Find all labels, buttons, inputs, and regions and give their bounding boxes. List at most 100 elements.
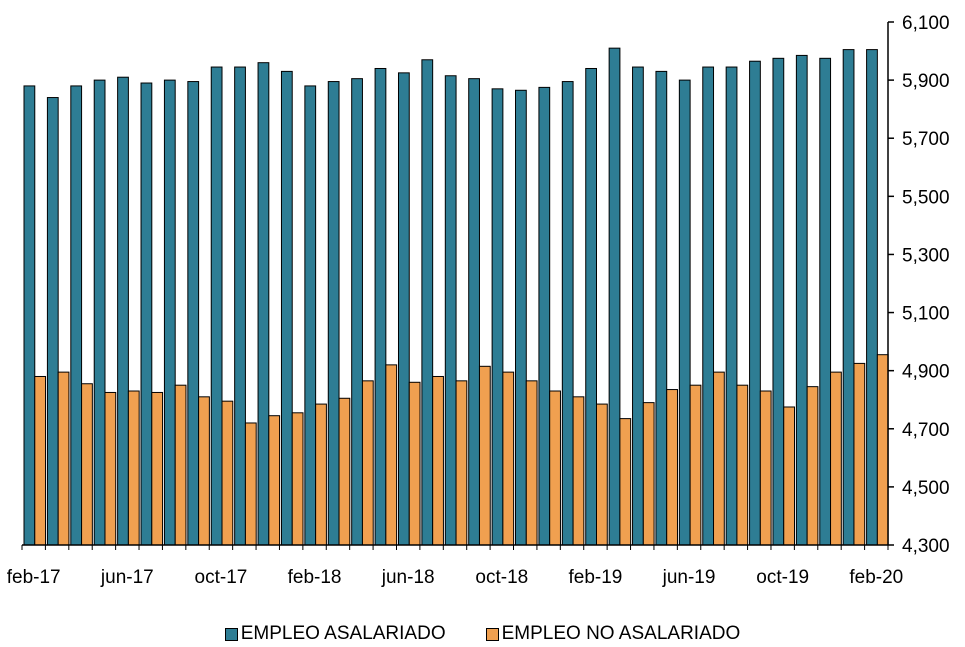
legend-swatch-no-asalariado [485,627,499,641]
bar-no-asalariado [338,397,351,546]
bar-asalariado [70,85,83,546]
bar-no-asalariado [549,390,561,546]
x-tick-label: feb-20 [849,567,903,588]
bar-no-asalariado [783,406,796,546]
bar-no-asalariado [478,365,491,546]
bar-no-asalariado [432,375,444,546]
y-tick-label: 6,100 [902,13,950,34]
bar-no-asalariado [104,391,117,546]
bar-no-asalariado [244,422,257,546]
bar-chart-svg: 4,300 4,500 4,700 4,900 5,100 5,300 5,500 5,700… [7,13,950,588]
bar-asalariado [280,70,293,546]
legend-swatch-asalariado [224,627,238,641]
x-tick-label: jun-18 [381,567,435,588]
bar-no-asalariado [198,396,210,546]
bar-asalariado [304,85,317,546]
bar-no-asalariado [689,384,702,546]
bar-asalariado [257,62,270,546]
bar-no-asalariado [876,354,889,546]
bar-asalariado [468,78,480,546]
legend-item-asalariado: EMPLEO ASALARIADO [224,623,446,645]
bar-asalariado [327,81,340,546]
x-tick-label: feb-17 [7,567,61,588]
bar-asalariado [351,78,363,546]
y-tick-label: 5,100 [902,304,950,325]
bar-no-asalariado [806,386,819,546]
bar-asalariado [491,88,504,546]
bar-asalariado [46,97,59,546]
bar-asalariado [632,66,644,546]
x-tick-label: oct-17 [195,567,248,588]
bar-asalariado [187,81,200,546]
x-tick-label: feb-19 [568,567,622,588]
bar-asalariado [374,67,387,546]
bar-asalariado [93,79,106,546]
x-tick-label: jun-19 [662,567,716,588]
bar-asalariado [678,79,691,546]
bar-asalariado [210,66,223,546]
bar-no-asalariado [57,371,70,546]
bar-asalariado [772,57,785,546]
x-tick-label: jun-17 [100,567,154,588]
bar-asalariado [749,60,761,546]
bar-asalariado [23,85,36,546]
bar-asalariado [234,66,246,546]
bar-asalariado [585,67,597,546]
bar-no-asalariado [385,364,398,546]
y-tick-label: 5,700 [902,129,950,150]
bar-asalariado [421,59,434,546]
bar-no-asalariado [291,412,304,546]
legend: EMPLEO ASALARIADO EMPLEO NO ASALARIADO [0,622,965,646]
y-tick-label: 5,500 [902,187,950,208]
bar-no-asalariado [221,400,234,546]
bar-no-asalariado [408,381,421,546]
bar-asalariado [819,57,832,546]
bar-no-asalariado [619,418,632,546]
y-tick-label: 5,900 [902,71,950,92]
bar-no-asalariado [759,390,772,546]
x-tick-label: oct-18 [475,567,528,588]
bar-asalariado [795,54,808,546]
legend-label-no-asalariado: EMPLEO NO ASALARIADO [501,623,741,644]
x-tick-label: oct-19 [756,567,809,588]
bar-asalariado [725,66,738,546]
bar-no-asalariado [455,380,468,546]
y-tick-label: 4,500 [902,478,950,499]
bar-no-asalariado [525,380,538,546]
bar-no-asalariado [127,390,140,546]
legend-item-no-asalariado: EMPLEO NO ASALARIADO [485,623,741,645]
bar-asalariado [117,76,129,546]
bar-no-asalariado [151,391,164,546]
bar-asalariado [397,72,410,546]
bar-no-asalariado [736,384,749,546]
y-tick-label: 5,300 [902,245,950,266]
bar-no-asalariado [830,371,842,546]
bar-asalariado [163,79,176,546]
bar-no-asalariado [315,403,327,546]
bar-asalariado [655,70,668,546]
bar-no-asalariado [572,396,585,546]
bar-no-asalariado [596,403,608,546]
y-tick-label: 4,300 [902,536,950,557]
bar-no-asalariado [81,383,93,546]
bar-asalariado [444,75,457,546]
bar-asalariado [842,49,855,546]
bar-asalariado [608,47,621,546]
bar-asalariado [538,86,551,546]
bar-no-asalariado [502,371,515,546]
legend-label-asalariado: EMPLEO ASALARIADO [240,623,446,644]
bar-no-asalariado [713,371,725,546]
bar-no-asalariado [666,389,678,546]
bar-no-asalariado [853,362,866,546]
bar-asalariado [561,81,574,546]
bar-asalariado [866,49,878,546]
bar-no-asalariado [174,384,187,546]
x-tick-label: feb-18 [288,567,342,588]
bar-no-asalariado [34,375,47,546]
bar-no-asalariado [361,380,374,546]
bar-no-asalariado [642,402,655,546]
y-tick-label: 4,700 [902,420,950,441]
y-tick-label: 4,900 [902,362,950,383]
bar-no-asalariado [268,415,281,546]
